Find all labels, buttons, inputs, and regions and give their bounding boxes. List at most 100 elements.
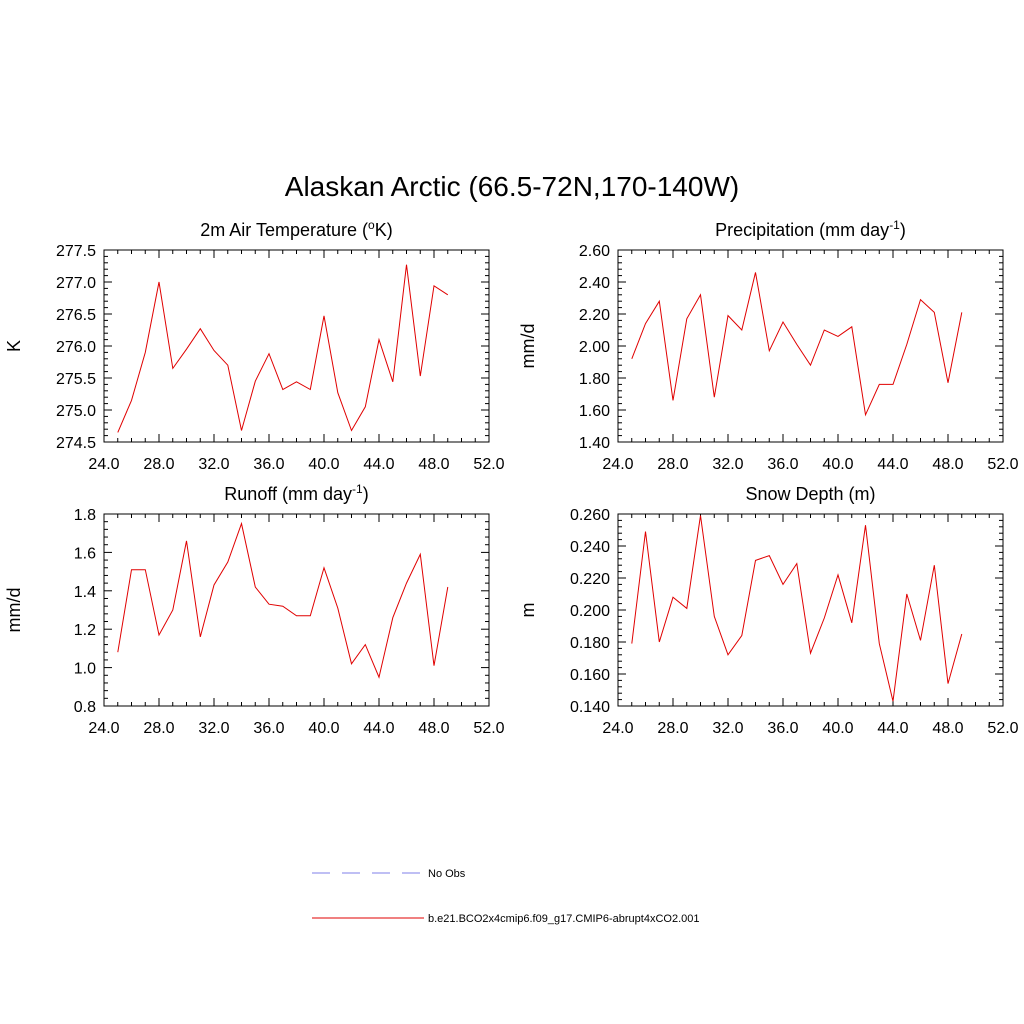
panel-title-superscript: -1 (889, 218, 900, 232)
y-tick-label: 2.20 (579, 307, 610, 324)
x-tick-label: 32.0 (198, 456, 229, 473)
y-axis-label: mm/d (4, 588, 24, 633)
x-tick-label: 48.0 (418, 720, 449, 737)
panel-title-tail: ) (363, 484, 369, 504)
x-tick-label: 28.0 (143, 720, 174, 737)
y-tick-label: 0.8 (74, 699, 96, 716)
x-ticks (617, 514, 1004, 706)
y-tick-label: 1.6 (74, 545, 96, 562)
x-tick-label: 48.0 (932, 720, 963, 737)
x-tick-label: 44.0 (363, 720, 394, 737)
chart-panel-2: Precipitation (mm day-1) 24.0 28.0 32.0 36.0… (518, 218, 1019, 473)
panel-title-text: Runoff (mm day (224, 484, 352, 504)
y-tick-label: 1.4 (74, 584, 96, 601)
y-ticks (618, 513, 1003, 707)
x-tick-label: 32.0 (712, 720, 743, 737)
y-tick-label: 0.260 (570, 507, 610, 524)
y-tick-label: 0.220 (570, 571, 610, 588)
y-tick-label: 0.240 (570, 539, 610, 556)
x-tick-label: 24.0 (88, 456, 119, 473)
series-line-1 (117, 264, 449, 433)
y-tick-label: 1.2 (74, 622, 96, 639)
legend-item-1: No Obs (312, 868, 466, 880)
y-ticks (104, 249, 489, 443)
x-tick-label: 36.0 (767, 456, 798, 473)
x-ticks (617, 250, 1004, 442)
y-tick-label: 275.5 (56, 371, 96, 388)
x-tick-label: 24.0 (602, 456, 633, 473)
x-tick-label: 32.0 (712, 456, 743, 473)
x-tick-label: 44.0 (877, 456, 908, 473)
y-tick-label: 1.0 (74, 661, 96, 678)
x-tick-label: 28.0 (657, 456, 688, 473)
panel-title-text: 2m Air Temperature ( (200, 220, 368, 240)
x-ticks (103, 250, 490, 442)
x-tick-label: 52.0 (473, 720, 504, 737)
main-title: Alaskan Arctic (66.5-72N,170-140W) (285, 171, 739, 202)
y-axis-label: m (518, 603, 538, 618)
x-tick-label: 40.0 (308, 720, 339, 737)
x-ticks (103, 514, 490, 706)
x-tick-label: 48.0 (932, 456, 963, 473)
chart-panel-3: Runoff (mm day-1) 24.0 28.0 32.0 36.0 40.0 44.… (4, 482, 505, 737)
y-tick-label: 0.180 (570, 635, 610, 652)
plot-frame (617, 249, 1004, 443)
y-axis-label: mm/d (518, 324, 538, 369)
y-tick-label: 1.80 (579, 371, 610, 388)
panel-title: Snow Depth (m) (745, 484, 875, 504)
panel-title: Runoff (mm day-1) (224, 482, 368, 504)
x-tick-label: 40.0 (308, 456, 339, 473)
x-tick-label: 28.0 (143, 456, 174, 473)
x-tick-label: 28.0 (657, 720, 688, 737)
x-tick-label: 24.0 (602, 720, 633, 737)
y-tick-label: 0.140 (570, 699, 610, 716)
plot-frame (103, 513, 490, 707)
y-tick-label: 2.60 (579, 243, 610, 260)
chart-panel-4: Snow Depth (m) 24.0 28.0 32.0 36.0 40.0 44.0 48… (518, 484, 1019, 737)
x-tick-label: 48.0 (418, 456, 449, 473)
panel-title-text: Snow Depth (m) (745, 484, 875, 504)
y-axis-label: K (4, 340, 24, 352)
x-tick-label: 40.0 (822, 720, 853, 737)
chart-panel-1: 2m Air Temperature (oK) 24.0 28.0 32.0 36.0 4… (4, 218, 505, 473)
y-tick-label: 0.160 (570, 667, 610, 684)
y-tick-label: 0.200 (570, 603, 610, 620)
plot-frame (617, 513, 1004, 707)
y-tick-label: 275.0 (56, 403, 96, 420)
y-ticks (104, 513, 489, 707)
y-tick-label: 277.5 (56, 243, 96, 260)
x-tick-label: 52.0 (987, 456, 1018, 473)
x-tick-label: 36.0 (253, 456, 284, 473)
series-line-1 (117, 521, 449, 679)
x-tick-label: 24.0 (88, 720, 119, 737)
panel-title: 2m Air Temperature (oK) (200, 218, 392, 240)
y-tick-label: 276.0 (56, 339, 96, 356)
x-tick-label: 36.0 (767, 720, 798, 737)
y-tick-label: 1.40 (579, 435, 610, 452)
panel-title-superscript: -1 (352, 482, 363, 496)
x-tick-label: 32.0 (198, 720, 229, 737)
panel-title: Precipitation (mm day-1) (715, 218, 906, 240)
panel-title-text: Precipitation (mm day (715, 220, 889, 240)
panel-title-tail: ) (900, 220, 906, 240)
panel-title-tail: K) (375, 220, 393, 240)
panel-title-superscript: o (368, 218, 375, 232)
y-tick-label: 2.40 (579, 275, 610, 292)
y-tick-label: 277.0 (56, 275, 96, 292)
panels: 2m Air Temperature (oK)24.0 28.0 32.0 36.0 4… (4, 218, 1019, 737)
legend-label: b.e21.BCO2x4cmip6.f09_g17.CMIP6-abrupt4x… (428, 913, 700, 925)
x-tick-label: 52.0 (473, 456, 504, 473)
x-tick-label: 40.0 (822, 456, 853, 473)
y-tick-label: 1.60 (579, 403, 610, 420)
y-tick-label: 276.5 (56, 307, 96, 324)
series-line-1 (631, 515, 963, 702)
y-ticks (618, 249, 1003, 443)
plot-frame (103, 249, 490, 443)
series-line-1 (631, 272, 963, 417)
x-tick-label: 44.0 (877, 720, 908, 737)
x-tick-label: 44.0 (363, 456, 394, 473)
x-tick-label: 36.0 (253, 720, 284, 737)
x-tick-label: 52.0 (987, 720, 1018, 737)
y-tick-label: 1.8 (74, 507, 96, 524)
